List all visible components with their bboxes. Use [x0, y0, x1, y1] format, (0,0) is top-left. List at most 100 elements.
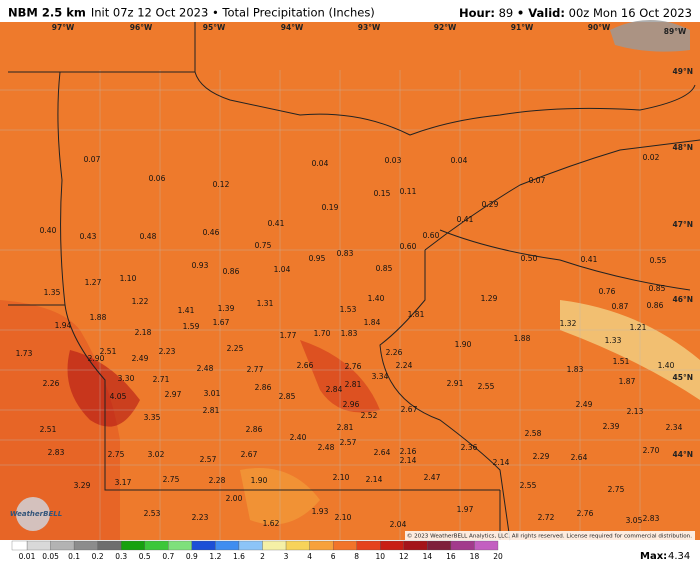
- precip-value: 0.46: [203, 228, 220, 237]
- precip-value: 2.83: [643, 514, 660, 523]
- precip-value: 0.76: [599, 287, 616, 296]
- precip-value: 1.67: [213, 318, 230, 327]
- precip-value: 0.60: [400, 242, 417, 251]
- precip-value: 0.07: [529, 176, 546, 185]
- latitude-label: 44°N: [673, 450, 693, 459]
- precip-value: 2.71: [153, 375, 170, 384]
- precip-value: 2.26: [386, 348, 403, 357]
- precip-value: 2.58: [525, 429, 542, 438]
- precip-shade: [610, 20, 690, 52]
- precip-value: 2.90: [88, 354, 105, 363]
- colorbar-swatch: [26, 540, 51, 551]
- precip-value: 1.40: [368, 294, 385, 303]
- colorbar-label: 14: [423, 552, 433, 561]
- precip-value: 2.14: [493, 458, 510, 467]
- colorbar-swatch: [168, 540, 193, 551]
- colorbar-label: 20: [493, 552, 503, 561]
- precip-value: 2.84: [326, 385, 343, 394]
- precip-value: 2.10: [333, 473, 350, 482]
- precip-value: 2.85: [279, 392, 296, 401]
- init-info: Init 07z 12 Oct 2023 • Total Precipitati…: [91, 6, 375, 20]
- colorbar-label: 10: [375, 552, 385, 561]
- longitude-label: 93°W: [358, 23, 381, 32]
- model-name: NBM 2.5 km: [8, 6, 86, 20]
- colorbar-label: 4: [307, 552, 312, 561]
- colorbar-label: 0.7: [162, 552, 174, 561]
- precip-value: 0.87: [612, 302, 629, 311]
- colorbar-label: 0.01: [19, 552, 36, 561]
- precip-value: 2.86: [246, 425, 263, 434]
- colorbar-swatch: [450, 540, 475, 551]
- latitude-label: 47°N: [673, 220, 693, 229]
- precip-value: 0.85: [376, 264, 393, 273]
- precip-value: 0.41: [457, 215, 474, 224]
- colorbar-label: 1.6: [233, 552, 245, 561]
- colorbar-swatch: [50, 540, 75, 551]
- colorbar-swatch: [73, 540, 98, 551]
- precip-value: 2.81: [203, 406, 220, 415]
- precip-value: 1.70: [314, 329, 331, 338]
- precip-value: 2.26: [43, 379, 60, 388]
- colorbar-swatch: [262, 540, 287, 551]
- longitude-label: 95°W: [203, 23, 226, 32]
- precip-value: 0.95: [309, 254, 326, 263]
- precip-value: 2.39: [603, 422, 620, 431]
- precip-value: 2.23: [192, 513, 209, 522]
- precip-value: 1.97: [457, 505, 474, 514]
- precip-value: 2.64: [571, 453, 588, 462]
- precip-value: 2.55: [520, 481, 537, 490]
- precip-value: 2.36: [461, 443, 478, 452]
- valid-time: Hour: 89 • Valid: 00z Mon 16 Oct 2023: [459, 6, 692, 20]
- precip-value: 3.34: [372, 372, 389, 381]
- longitude-label: 89°W: [664, 27, 687, 36]
- colorbar-label: 3: [284, 552, 289, 561]
- precip-value: 2.86: [255, 383, 272, 392]
- borders: [8, 22, 700, 541]
- precip-value: 0.48: [140, 232, 157, 241]
- precip-value: 1.93: [312, 507, 329, 516]
- precip-value: 2.24: [396, 361, 413, 370]
- precip-value: 2.83: [48, 448, 65, 457]
- precip-value: 2.91: [447, 379, 464, 388]
- latitude-label: 45°N: [673, 373, 693, 382]
- colorbar-label: 18: [470, 552, 480, 561]
- logo-text: WeatherBELL: [10, 510, 62, 518]
- precip-value: 2.57: [200, 455, 217, 464]
- precip-value: 2.23: [159, 347, 176, 356]
- precip-value: 3.30: [118, 374, 135, 383]
- precip-value: 1.27: [85, 278, 102, 287]
- precip-value: 2.47: [424, 473, 441, 482]
- colorbar-label: 16: [446, 552, 456, 561]
- precip-value: 1.10: [120, 274, 137, 283]
- precip-value: 1.88: [90, 313, 107, 322]
- precip-value: 0.93: [192, 261, 209, 270]
- precip-value: 2.14: [400, 456, 417, 465]
- precip-value: 1.83: [567, 365, 584, 374]
- precip-value: 2.67: [241, 450, 258, 459]
- precip-value: 0.41: [268, 219, 285, 228]
- precip-value: 2.96: [343, 400, 360, 409]
- precip-value: 0.06: [149, 174, 166, 183]
- colorbar-swatch: [215, 540, 240, 551]
- colorbar-swatch: [144, 540, 169, 551]
- precip-value: 2.49: [576, 400, 593, 409]
- precip-value: 0.03: [385, 156, 402, 165]
- precip-value: 0.12: [213, 180, 230, 189]
- precip-value: 2.81: [337, 423, 354, 432]
- precip-value: 0.41: [581, 255, 598, 264]
- precip-value: 0.15: [374, 189, 391, 198]
- precip-value: 0.04: [451, 156, 468, 165]
- colorbar-label: 6: [331, 552, 336, 561]
- longitude-label: 92°W: [434, 23, 457, 32]
- latitude-label: 48°N: [673, 143, 693, 152]
- precip-value: 1.21: [630, 323, 647, 332]
- precip-value: 2.64: [374, 448, 391, 457]
- hour-label: Hour:: [459, 6, 495, 20]
- copyright-bg: [405, 531, 695, 540]
- precip-value: 0.04: [312, 159, 329, 168]
- precip-value: 2.28: [209, 476, 226, 485]
- colorbar-swatch: [97, 540, 122, 551]
- precip-value: 0.02: [643, 153, 660, 162]
- precip-value: 1.90: [455, 340, 472, 349]
